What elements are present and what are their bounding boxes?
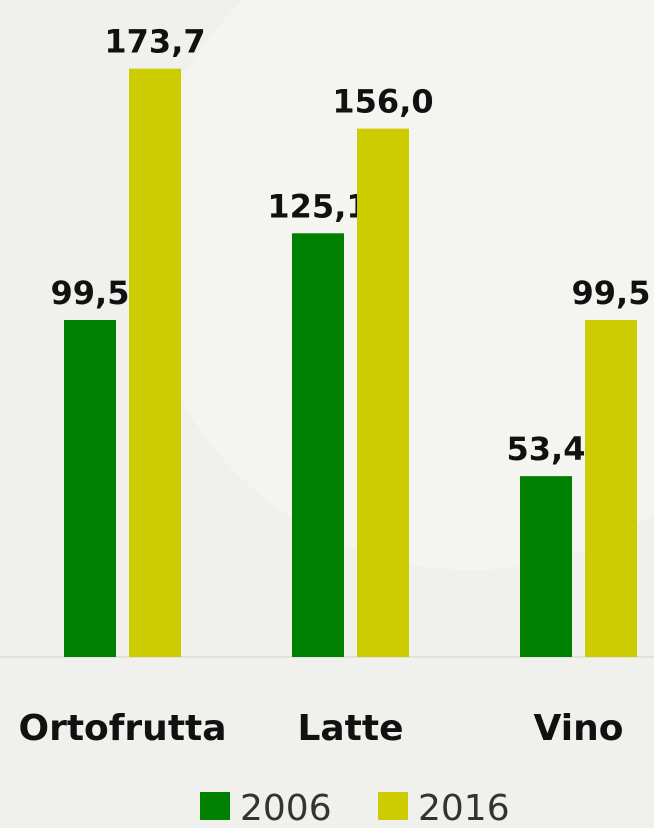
x-tick-label: Vino [534,708,624,749]
value-label: 99,5 [572,274,651,312]
value-label: 53,4 [507,430,586,468]
bar [64,319,116,657]
x-tick-label: Ortofrutta [18,708,226,749]
x-tick-label: Latte [297,708,403,749]
legend-swatch [378,792,408,820]
legend-swatch [200,792,230,820]
value-label: 99,5 [51,274,130,312]
bar [585,319,637,657]
value-label: 156,0 [332,83,433,121]
legend-label: 2016 [418,788,510,828]
value-label: 173,7 [104,23,205,61]
bar [520,476,572,657]
value-label: 125,1 [267,187,368,225]
bar [129,68,181,657]
bar [357,128,409,658]
legend-label: 2006 [240,788,332,828]
bar [292,233,344,657]
